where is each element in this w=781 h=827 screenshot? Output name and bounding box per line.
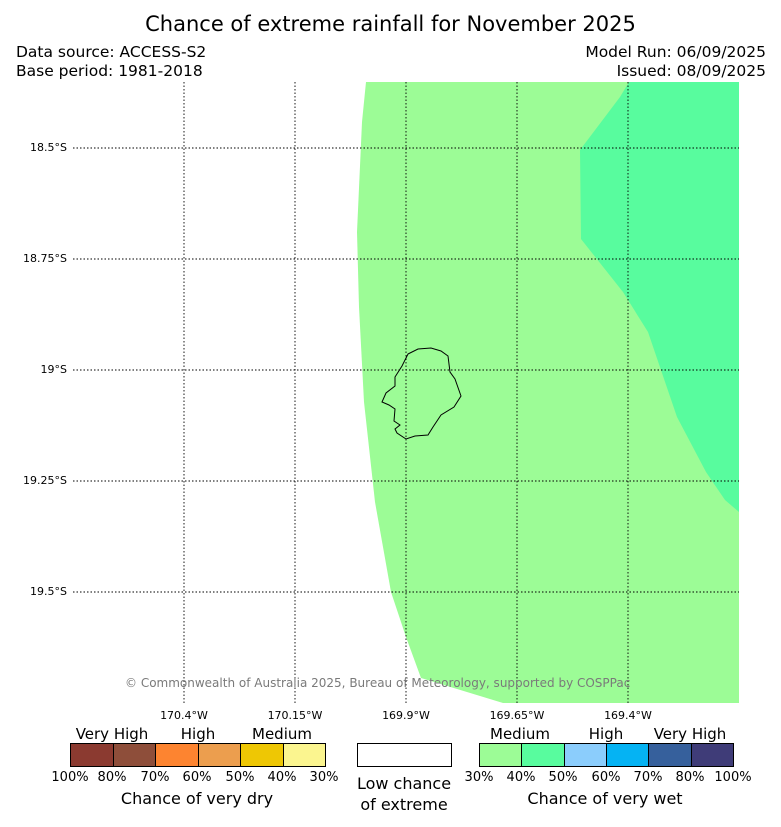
wet-tick-label: 60% (591, 770, 621, 785)
lat-label: 19.5°S (30, 585, 67, 598)
low-chance-caption-line1: Low chance (356, 774, 452, 793)
lat-label: 19.25°S (23, 474, 67, 487)
wet-category-label: High (588, 725, 624, 743)
wet-tick-label: 70% (633, 770, 663, 785)
wet-colorbar (479, 743, 734, 767)
wet-swatch (606, 744, 650, 766)
lon-label: 169.65°W (489, 709, 545, 722)
copyright-text: © Commonwealth of Australia 2025, Bureau… (125, 676, 631, 690)
dry-tick-label: 80% (97, 770, 127, 785)
dry-tick-label: 40% (267, 770, 297, 785)
dry-tick-label: 50% (225, 770, 255, 785)
lon-label: 170.15°W (267, 709, 323, 722)
dry-tick-label: 30% (309, 770, 339, 785)
lon-label: 169.4°W (604, 709, 652, 722)
dry-category-label: Very High (75, 725, 149, 743)
source-info: Data source: ACCESS-S2 Base period: 1981… (16, 43, 206, 81)
base-period-text: Base period: 1981-2018 (16, 62, 203, 80)
chart-title: Chance of extreme rainfall for November … (145, 12, 636, 36)
dry-tick-label: 70% (140, 770, 170, 785)
dry-swatch (198, 744, 241, 766)
dry-category-label: Medium (252, 725, 312, 743)
graticule (73, 82, 739, 703)
wet-swatch (522, 744, 565, 766)
issued-text: Issued: 08/09/2025 (616, 62, 766, 80)
wet-tick-label: 30% (464, 770, 494, 785)
dry-tick-label: 60% (182, 770, 212, 785)
wet-caption: Chance of very wet (527, 789, 683, 808)
dry-swatch (241, 744, 284, 766)
wet-category-label: Very High (653, 725, 727, 743)
wet-tick-label: 80% (675, 770, 705, 785)
wet-tick-label: 40% (506, 770, 536, 785)
dry-caption: Chance of very dry (120, 789, 274, 808)
wet-swatch (691, 744, 733, 766)
low-chance-caption-line2: of extreme (360, 795, 448, 814)
dry-swatch (283, 744, 325, 766)
wet-tick-label: 50% (548, 770, 578, 785)
lat-label: 19°S (40, 363, 67, 376)
low-swatch (358, 744, 451, 766)
lon-label: 169.9°W (382, 709, 430, 722)
lat-label: 18.75°S (23, 252, 67, 265)
dry-swatch (156, 744, 199, 766)
wet-tick-label: 100% (714, 770, 752, 785)
wet-swatch (564, 744, 607, 766)
model-run-text: Model Run: 06/09/2025 (585, 43, 766, 61)
lat-label: 18.5°S (30, 141, 67, 154)
lon-label: 170.4°W (160, 709, 208, 722)
dry-swatch (113, 744, 156, 766)
wet-swatch (649, 744, 692, 766)
wet-swatch (480, 744, 523, 766)
low-chance-swatch (357, 743, 452, 767)
wet-category-label: Medium (490, 725, 550, 743)
map-panel (73, 82, 739, 703)
dry-colorbar (70, 743, 326, 767)
data-source-text: Data source: ACCESS-S2 (16, 43, 207, 61)
dry-category-label: High (180, 725, 216, 743)
dry-tick-label: 100% (51, 770, 89, 785)
run-info: Model Run: 06/09/2025 Issued: 08/09/2025 (585, 43, 766, 81)
island-coastline (381, 347, 462, 440)
zone-medium-40-50 (580, 82, 739, 512)
dry-swatch (71, 744, 114, 766)
